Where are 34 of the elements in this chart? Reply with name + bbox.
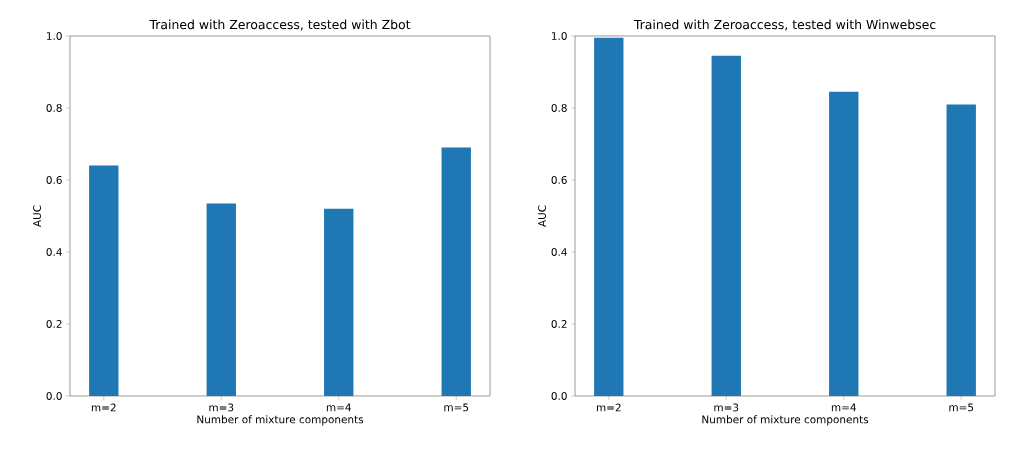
y-tick-label: 0.8 [551, 104, 567, 112]
y-tick-label: 0.2 [551, 320, 567, 328]
bar [711, 55, 741, 396]
y-tick-label: 0.2 [46, 320, 62, 328]
x-tick-label: m=4 [831, 403, 856, 412]
bar [594, 37, 624, 396]
x-tick-label: m=2 [596, 403, 621, 412]
y-tick-label: 0.4 [46, 248, 62, 256]
bar [324, 208, 354, 396]
x-axis-title: Number of mixture components [197, 415, 364, 426]
x-tick-label: m=3 [209, 403, 234, 412]
y-axis-title: AUC [538, 205, 547, 227]
y-tick-label: 1.0 [552, 32, 567, 40]
chart-title: Trained with Zeroaccess, tested with Zbot [149, 19, 411, 31]
x-tick-label: m=2 [91, 403, 116, 412]
chart-title: Trained with Zeroaccess, tested with Winwebsec [633, 19, 936, 31]
x-axis-title: Number of mixture components [702, 415, 869, 426]
x-tick-label: m=4 [326, 403, 351, 412]
x-tick-label: m=3 [714, 403, 739, 412]
bar [206, 203, 236, 396]
bar [829, 91, 859, 396]
y-tick-label: 0.6 [46, 176, 62, 184]
y-axis-title: AUC [33, 205, 42, 227]
y-tick-label: 0.0 [46, 392, 62, 400]
bar [946, 104, 976, 396]
bar [89, 165, 119, 396]
y-tick-label: 0.8 [46, 104, 62, 112]
y-tick-label: 0.0 [551, 392, 567, 400]
bar [441, 147, 471, 396]
y-tick-label: 0.4 [551, 248, 567, 256]
y-tick-label: 0.6 [551, 176, 567, 184]
y-tick-label: 1.0 [47, 32, 62, 40]
x-tick-label: m=5 [444, 403, 469, 412]
x-tick-label: m=5 [949, 403, 974, 412]
